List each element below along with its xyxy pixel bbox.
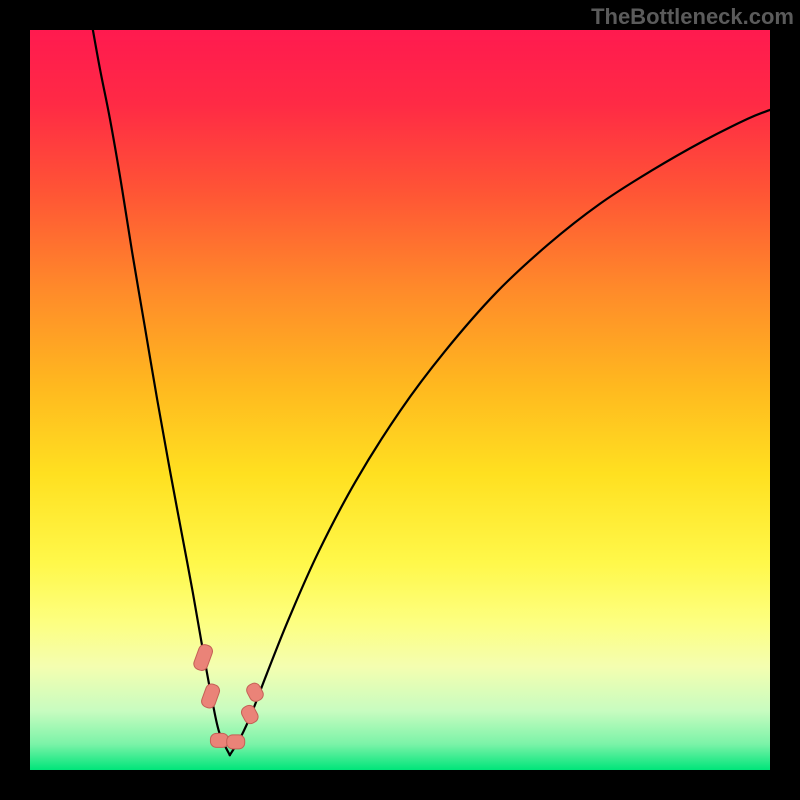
curve-marker bbox=[192, 643, 214, 672]
figure: TheBottleneck.com bbox=[0, 0, 800, 800]
curve-branch bbox=[230, 110, 770, 755]
plot-area bbox=[30, 30, 770, 770]
curve-marker bbox=[239, 703, 260, 725]
watermark-text: TheBottleneck.com bbox=[591, 4, 794, 30]
curve-marker bbox=[210, 733, 228, 747]
curve-marker bbox=[200, 682, 221, 709]
bottleneck-curve bbox=[30, 30, 770, 770]
curve-marker bbox=[227, 735, 245, 749]
